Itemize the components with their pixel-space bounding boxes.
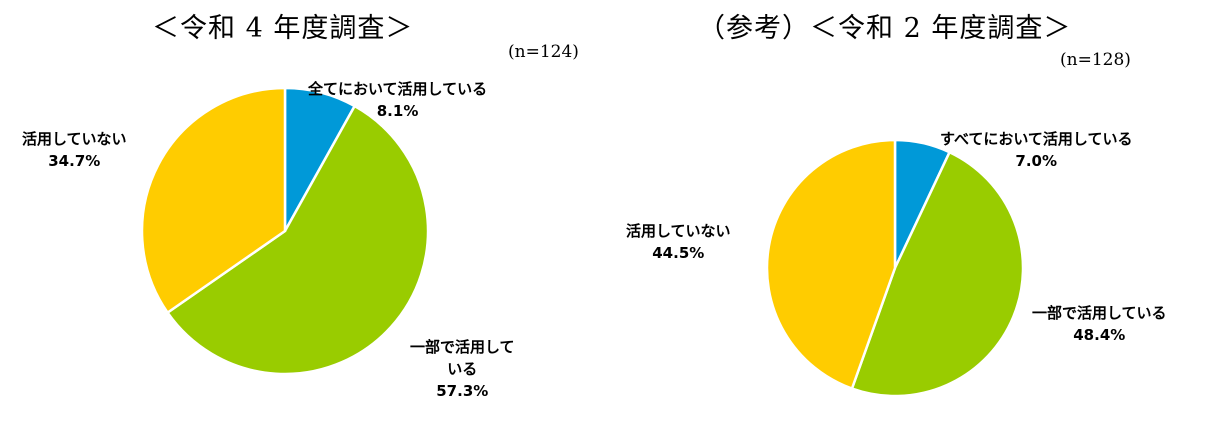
slice-label-partial-use: 一部で活用して いる 57.3% <box>410 336 515 402</box>
slice-label-no-use: 活用していない 44.5% <box>626 220 731 264</box>
slice-percent: 44.5% <box>652 244 705 262</box>
chart-panel-reiwa2: （参考）＜令和 2 年度調査＞ (n=128) すべてにおいて活用している 7.… <box>600 0 1207 422</box>
slice-partial-use <box>850 150 1025 398</box>
slice-name: 活用していない <box>626 222 731 240</box>
slice-percent: 8.1% <box>376 102 419 120</box>
slice-percent: 34.7% <box>48 152 101 170</box>
chart-panel-reiwa4: ＜令和 4 年度調査＞ (n=124) 全てにおいて活用している 8.1% 一部… <box>0 0 600 422</box>
slice-name: 活用していない <box>22 130 127 148</box>
slice-percent: 7.0% <box>1015 152 1058 170</box>
pie-chart <box>140 86 430 376</box>
slice-label-no-use: 活用していない 34.7% <box>22 128 127 172</box>
slice-percent: 48.4% <box>1073 326 1126 344</box>
slice-label-partial-use: 一部で活用している 48.4% <box>1032 302 1167 346</box>
slice-name-line1: 一部で活用して <box>410 338 515 356</box>
sample-size-label: (n=128) <box>1060 50 1131 70</box>
chart-title: （参考）＜令和 2 年度調査＞ <box>698 13 1072 44</box>
slice-label-all-use: すべてにおいて活用している 7.0% <box>940 128 1132 172</box>
sample-size-label: (n=124) <box>508 42 579 62</box>
pie-chart <box>765 138 1025 398</box>
slice-name: すべてにおいて活用している <box>940 130 1133 148</box>
slice-name: 全てにおいて活用している <box>308 80 488 98</box>
slice-percent: 57.3% <box>436 382 489 400</box>
slice-label-all-use: 全てにおいて活用している 8.1% <box>308 78 487 122</box>
slice-partial-use <box>165 104 430 376</box>
chart-title: ＜令和 4 年度調査＞ <box>152 13 414 44</box>
slice-name: 一部で活用している <box>1032 304 1167 322</box>
slice-no-use <box>765 138 897 391</box>
slice-name-line2: いる <box>447 360 478 378</box>
slice-no-use <box>140 86 287 315</box>
